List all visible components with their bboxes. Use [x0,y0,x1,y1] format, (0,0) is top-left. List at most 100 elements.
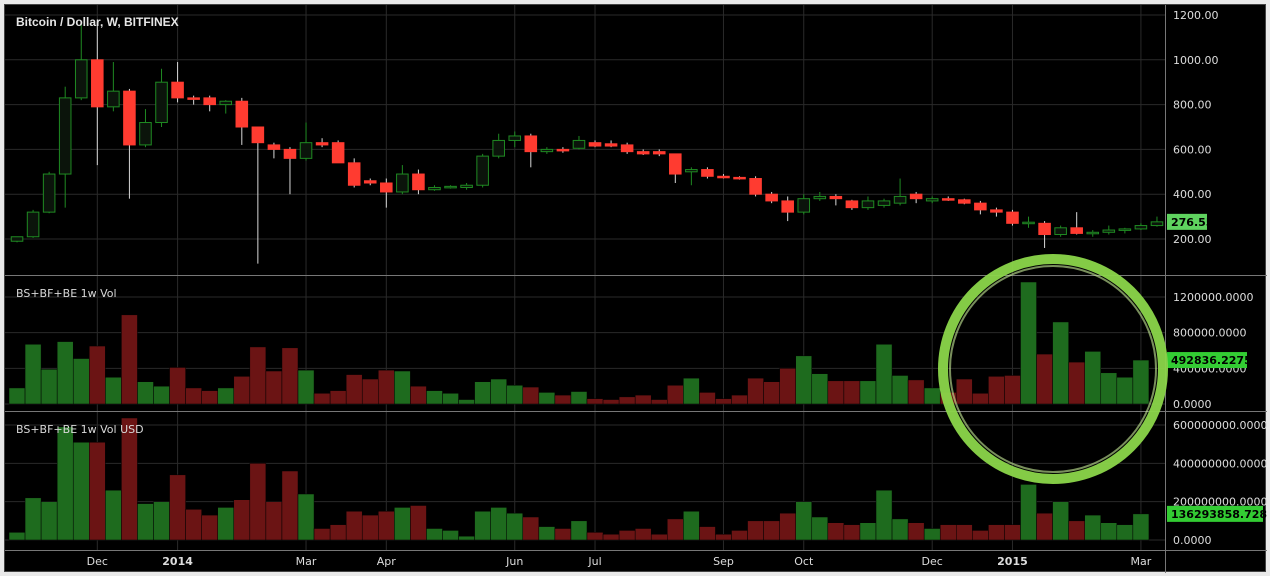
volume-bar [506,385,524,405]
candle-body [10,236,24,242]
volume-bar [56,341,74,405]
volume-usd-bar [570,520,588,541]
volume-bar [779,368,796,405]
candle-body [797,198,811,213]
candle-body [396,173,409,193]
volume-bar [602,399,620,405]
volume-bar [185,387,202,405]
time-axis-label: 2015 [997,555,1028,568]
volume-bar [137,381,154,405]
chart-canvas[interactable]: 1200.00 1000.00 800.00 600.00 400.00 200.00 12… [5,5,1267,573]
volume-usd-bar [394,507,411,541]
volume-usd-bar [121,417,138,541]
volume-usd-bar [249,463,267,541]
volume-usd-bar [763,520,780,541]
volume-bar [329,390,347,405]
candle-body [990,209,1003,213]
candle-body [91,59,104,108]
candle-body [652,151,666,155]
volume-usd-bar [410,505,427,541]
volume-axis-tick-label: 1200000.0000 [1173,291,1253,304]
price-axis-tick-label: 600.00 [1173,143,1212,156]
time-axis-label: Jul [587,555,601,568]
time-axis-label: Dec [922,555,943,568]
volume-bar [907,379,925,405]
volume-bar [538,392,556,405]
time-axis-label: Mar [296,555,317,568]
volume-bar [458,399,475,405]
volume-usd-bar [811,516,829,541]
price-chart-title: Bitcoin / Dollar, W, BITFINEX [16,15,179,29]
volume-bar [747,377,764,405]
volume-bar [875,344,893,405]
candle-body [813,195,827,200]
volume-usd-bar [1052,501,1069,541]
candle-body [1118,228,1132,231]
volume-usd-bar [554,528,572,541]
candle-body [363,180,377,184]
volume-bar [1020,281,1037,405]
volume-bar [297,369,315,405]
volume-usd-axis-tick-label: 600000000.0000 [1173,419,1267,432]
candle-body [347,162,361,186]
volume-bar [72,358,90,405]
candle-body [588,142,602,147]
candle-body [556,148,570,152]
candle-body [299,142,313,159]
volume-usd-bar [1004,524,1021,541]
volume-usd-bar [843,524,861,541]
volume-bar [923,387,941,405]
price-axis-tick-label: 1000.00 [1173,54,1219,67]
candle-body [380,182,393,193]
volume-usd-bar [907,522,925,541]
volume-usd-bar [1020,484,1037,541]
candle-body [1134,225,1148,230]
volume-usd-bar [634,528,652,541]
volume-bar [410,385,427,405]
current-volume-badge-bg [1167,352,1247,369]
volume-usd-bar [538,526,556,541]
volume-bar [1084,351,1102,405]
volume-usd-bar [1084,514,1102,541]
volume-axis-tick-label: 800000.0000 [1173,327,1246,340]
volume-usd-pane-title: BS+BF+BE 1w Vol USD [16,423,144,436]
volume-bar [859,380,877,405]
candle-body [492,139,505,157]
volume-usd-bar [265,501,283,541]
candle-body [925,198,939,202]
candle-body [315,142,329,146]
candle-body [412,173,425,191]
candle-body [267,144,281,150]
volume-usd-bar [586,532,604,541]
volume-usd-bar [137,503,154,541]
time-axis-label: Dec [87,555,108,568]
volume-usd-bar [1100,522,1118,541]
candle-body [251,126,265,144]
volume-bar [586,398,604,405]
candle-body [845,200,859,209]
volume-bar [763,381,780,405]
volume-usd-bar [715,534,732,541]
candle-body [1150,221,1164,227]
volume-usd-bar [779,512,796,541]
candle-body [219,100,233,106]
candle-body [524,135,538,153]
volume-usd-bar [795,501,813,541]
chart-container[interactable]: 1200.00 1000.00 800.00 600.00 400.00 200.00 12… [4,4,1267,573]
volume-bar [891,375,909,405]
candle-body [1022,221,1035,225]
volume-usd-bar [956,524,973,541]
volume-usd-bar [522,516,540,541]
price-axis-tick-label: 400.00 [1173,188,1212,201]
volume-usd-bar [24,497,42,541]
candle-body [636,151,650,155]
volume-usd-bar [201,514,218,541]
volume-bar [89,345,106,405]
time-axis-label: Apr [377,555,397,568]
volume-usd-bar [56,426,74,541]
volume-usd-bar [667,518,684,541]
candle-body [829,195,843,200]
volume-bar [683,377,700,405]
annotation-circle-inner [949,265,1157,473]
candle-body [203,97,216,106]
